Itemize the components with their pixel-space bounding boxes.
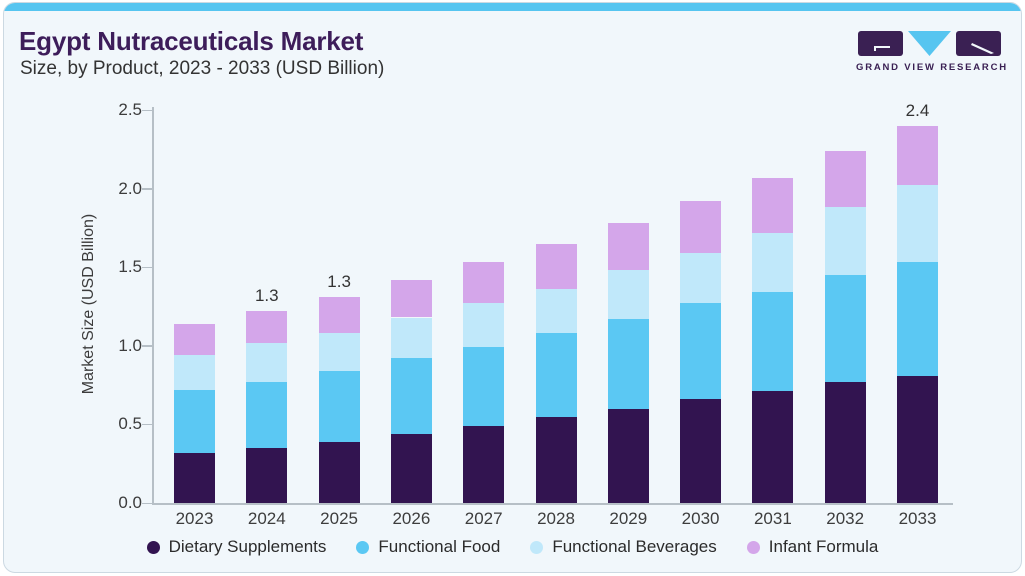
y-tick-mark-0.5 (142, 423, 152, 426)
bar-segment-2032-dietary-supplements (824, 381, 866, 503)
x-tick-label-2027: 2027 (464, 509, 503, 528)
legend-label: Functional Beverages (552, 537, 717, 556)
bar-segment-2024-dietary-supplements (246, 447, 288, 503)
bar-segment-2026-functional-food (390, 358, 432, 434)
y-tick-label-1.0: 1.0 (118, 335, 142, 355)
bar-segment-2027-functional-food (463, 347, 505, 426)
chart-legend: Dietary Supplements Functional Food Functi… (4, 537, 1021, 557)
bar-segment-2025-functional-food (318, 370, 360, 442)
legend-label: Functional Food (378, 537, 501, 556)
value-label-2033: 2.4 (905, 100, 930, 120)
bar-segment-2027-functional-beverages (463, 303, 505, 348)
legend-dot-icon (746, 540, 760, 554)
bar-segment-2025-functional-beverages (318, 333, 360, 371)
legend-dot-icon (530, 540, 544, 554)
bar-segment-2023-functional-beverages (174, 355, 215, 390)
bar-segment-2027-infant-formula (463, 262, 505, 304)
bar-segment-2028-infant-formula (535, 243, 577, 290)
x-tick-label-2029: 2029 (609, 509, 648, 528)
bar-segment-2026-functional-beverages (390, 317, 432, 359)
bar-segment-2032-infant-formula (824, 150, 866, 208)
bar-segment-2026-dietary-supplements (390, 433, 432, 503)
y-tick-label-2.0: 2.0 (118, 178, 142, 198)
page-title: Egypt Nutraceuticals Market (19, 26, 364, 56)
x-tick-label-2026: 2026 (392, 509, 431, 528)
y-tick-mark-0.0 (142, 502, 152, 504)
bar-segment-2023-dietary-supplements (174, 452, 215, 503)
logo-brand-text: GRAND VIEW RESEARCH (856, 62, 1008, 73)
bar-segment-2030-infant-formula (680, 201, 722, 254)
y-tick-label-0.5: 0.5 (118, 414, 142, 434)
bar-segment-2030-functional-beverages (680, 253, 722, 304)
bar-segment-2032-functional-beverages (824, 207, 866, 276)
y-tick-label-1.5: 1.5 (118, 257, 142, 277)
stacked-bar-chart: Market Size (USD Billion) 0.0 0.5 1.0 1.5 2.… (4, 3, 1021, 572)
bar-segment-2033-functional-food (897, 262, 938, 376)
y-tick-mark-2.0 (142, 188, 152, 190)
bar-segment-2028-functional-food (535, 333, 577, 417)
legend-item-functional-beverages: Functional Beverages (530, 537, 717, 557)
grand-view-research-logo: GRAND VIEW RESEARCH (856, 29, 1008, 73)
y-axis-title: Market Size (USD Billion) (80, 213, 97, 395)
bar-segment-2023-infant-formula (174, 323, 215, 356)
x-tick-label-2033: 2033 (898, 509, 937, 528)
legend-dot-icon (146, 540, 160, 554)
page-subtitle: Size, by Product, 2023 - 2033 (USD Billi… (20, 58, 385, 79)
top-accent-bar (4, 3, 1021, 11)
y-tick-mark-1.5 (142, 266, 152, 269)
legend-item-functional-food: Functional Food (356, 537, 500, 557)
x-axis-line (152, 503, 953, 505)
bar-segment-2033-infant-formula (897, 125, 938, 186)
legend-label: Infant Formula (768, 537, 879, 556)
bar-segment-2030-functional-food (680, 303, 722, 400)
x-tick-label-2031: 2031 (753, 509, 792, 528)
value-label-2025: 1.3 (327, 272, 351, 292)
bar-segment-2025-infant-formula (318, 297, 360, 334)
bar-segment-2029-dietary-supplements (607, 408, 649, 503)
bar-segment-2024-functional-food (246, 381, 288, 448)
x-tick-label-2024: 2024 (247, 509, 286, 528)
x-tick-label-2032: 2032 (826, 509, 865, 528)
bar-segment-2025-dietary-supplements (318, 441, 360, 503)
y-axis-line (152, 107, 154, 504)
bar-segment-2031-functional-beverages (752, 232, 794, 293)
bar-segment-2029-functional-food (607, 319, 649, 409)
legend-dot-icon (356, 540, 370, 554)
bar-segment-2027-dietary-supplements (463, 425, 505, 503)
x-tick-label-2025: 2025 (320, 509, 358, 528)
legend-item-dietary-supplements: Dietary Supplements (146, 537, 327, 557)
gvr-logo-icon (858, 31, 1001, 56)
value-label-2024: 1.3 (254, 286, 279, 306)
y-tick-mark-2.5 (142, 109, 152, 111)
bar-segment-2029-infant-formula (607, 223, 649, 271)
bar-segment-2032-functional-food (824, 275, 866, 382)
bar-segment-2031-dietary-supplements (752, 391, 794, 503)
bar-segment-2033-dietary-supplements (897, 375, 938, 503)
bar-segment-2024-functional-beverages (246, 342, 288, 382)
bar-segment-2024-infant-formula (246, 311, 288, 343)
bar-segment-2033-functional-beverages (897, 185, 938, 263)
bar-segment-2031-functional-food (752, 292, 794, 392)
y-tick-label-0.0: 0.0 (118, 493, 142, 512)
bar-segment-2026-infant-formula (390, 279, 432, 318)
x-tick-label-2023: 2023 (175, 509, 214, 528)
bar-segment-2031-infant-formula (752, 177, 794, 233)
bar-segment-2023-functional-food (174, 389, 215, 453)
x-tick-label-2028: 2028 (537, 509, 575, 528)
bar-segment-2030-dietary-supplements (680, 399, 722, 503)
bar-segment-2028-dietary-supplements (535, 416, 577, 503)
y-tick-mark-1.0 (142, 345, 152, 347)
bar-segment-2029-functional-beverages (607, 270, 649, 320)
legend-label: Dietary Supplements (168, 537, 327, 556)
infographic-card: Egypt Nutraceuticals Market Size, by Pro… (3, 2, 1022, 573)
x-tick-label-2030: 2030 (681, 509, 720, 528)
y-tick-label-2.5: 2.5 (118, 100, 142, 119)
legend-item-infant-formula: Infant Formula (746, 537, 879, 557)
bar-segment-2028-functional-beverages (535, 289, 577, 334)
